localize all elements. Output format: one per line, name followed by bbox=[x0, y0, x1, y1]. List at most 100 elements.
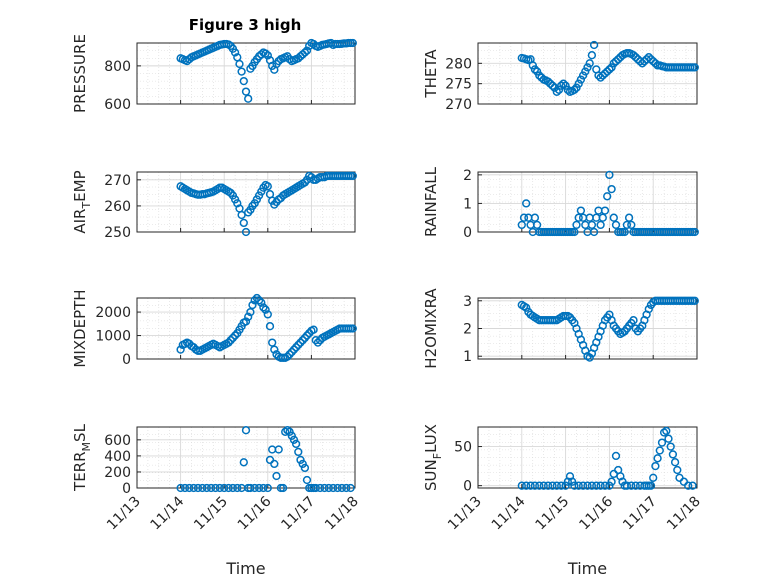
chart-terr-msl-point bbox=[228, 483, 238, 493]
chart-terr-msl-ytick-label: 600 bbox=[104, 433, 131, 449]
chart-theta-point bbox=[589, 40, 599, 50]
chart-theta-point bbox=[578, 71, 588, 80]
chart-theta-point bbox=[644, 53, 653, 62]
chart-theta-point bbox=[576, 75, 586, 84]
chart-terr-msl-point bbox=[246, 483, 255, 493]
chart-pressure-point bbox=[261, 49, 270, 58]
chart-pressure-axes-frame bbox=[136, 42, 356, 105]
chart-rainfall-point bbox=[605, 170, 614, 180]
chart-sun-flux-ylabel-rest: LUX bbox=[422, 424, 440, 453]
chart-sun-flux-point bbox=[568, 477, 577, 486]
chart-mixdepth-point bbox=[309, 325, 318, 334]
chart-sun-flux-ylabel-main: SUN bbox=[422, 459, 440, 491]
chart-rainfall-point bbox=[587, 220, 597, 230]
chart-terr-msl-point bbox=[176, 483, 185, 493]
chart-sun-flux-point bbox=[646, 481, 656, 490]
chart-pressure-point bbox=[239, 76, 248, 86]
chart-terr-msl-ytick-label: 200 bbox=[104, 465, 131, 481]
chart-rainfall-point bbox=[611, 220, 621, 230]
chart-rainfall-axes-frame bbox=[477, 171, 698, 233]
chart-theta-grid bbox=[477, 42, 698, 105]
chart-terr-msl-ytick-label: 0 bbox=[122, 481, 131, 497]
chart-air-temp-ylabel-sub: T bbox=[80, 202, 93, 210]
chart-h2omixra-point bbox=[522, 303, 531, 312]
chart-mixdepth-point bbox=[294, 340, 303, 350]
chart-terr-msl-point bbox=[224, 483, 233, 493]
chart-terr-msl-point bbox=[315, 483, 325, 493]
chart-air-temp-series bbox=[176, 171, 357, 237]
chart-theta-point bbox=[605, 65, 614, 74]
chart-sun-flux-point bbox=[670, 458, 680, 467]
chart-rainfall-point bbox=[609, 213, 618, 222]
chart-theta-point bbox=[574, 79, 583, 88]
chart-terr-msl-point bbox=[239, 458, 248, 467]
chart-terr-msl-point bbox=[211, 483, 220, 493]
chart-terr-msl-point bbox=[233, 483, 242, 493]
chart-pressure-point bbox=[230, 48, 240, 57]
chart-h2omixra-ytick-label: 2 bbox=[463, 322, 472, 338]
chart-terr-msl-point bbox=[250, 483, 259, 493]
chart-terr-msl-point bbox=[263, 483, 272, 493]
chart-mixdepth-ylabel: MIXDEPTH bbox=[71, 289, 89, 367]
chart-sun-flux-xtick-label: 11/14 bbox=[489, 493, 529, 533]
chart-rainfall-point bbox=[620, 227, 629, 237]
chart-theta-point bbox=[543, 77, 553, 86]
chart-sun-flux-point bbox=[548, 481, 557, 490]
chart-theta-series bbox=[517, 40, 699, 96]
chart-terr-msl-xtick-label: 11/18 bbox=[322, 494, 362, 534]
chart-theta-axes-frame bbox=[477, 42, 698, 105]
chart-rainfall-point bbox=[519, 213, 529, 222]
chart-theta-point bbox=[554, 85, 564, 94]
chart-terr-msl-point bbox=[311, 483, 320, 493]
chart-h2omixra-grid bbox=[477, 297, 698, 360]
chart-mixdepth-point bbox=[248, 300, 257, 310]
chart-theta-ylabel: THETA bbox=[422, 49, 440, 99]
chart-rainfall-point bbox=[603, 192, 612, 201]
chart-sun-flux-xtick-label: 11/16 bbox=[576, 493, 616, 533]
chart-mixdepth-point bbox=[259, 303, 268, 312]
chart-terr-msl-point bbox=[259, 483, 268, 493]
chart-terr-msl-xtick-label: 11/13 bbox=[104, 494, 144, 534]
chart-theta-point bbox=[583, 63, 592, 72]
chart-mixdepth-point bbox=[283, 352, 292, 361]
chart-theta-point bbox=[535, 71, 544, 80]
chart-terr-msl-point bbox=[298, 459, 307, 469]
chart-mixdepth-ylabel-main: MIXDEPTH bbox=[71, 289, 89, 367]
chart-sun-flux-point bbox=[662, 426, 671, 436]
chart-mixdepth-point bbox=[302, 331, 312, 340]
chart-rainfall-point bbox=[598, 213, 607, 222]
chart-mixdepth-point bbox=[313, 338, 323, 347]
chart-sun-flux-point bbox=[578, 481, 588, 490]
chart-air-temp-ytick-label: 250 bbox=[104, 225, 131, 241]
chart-sun-flux-xtick-label: 11/17 bbox=[620, 494, 660, 534]
chart-theta-panel: 270 275 280 THETA bbox=[422, 40, 699, 113]
chart-sun-flux-point bbox=[561, 481, 570, 490]
chart-sun-flux-xtick-label: 11/18 bbox=[664, 494, 704, 534]
chart-terr-msl-point bbox=[333, 483, 342, 493]
chart-mixdepth-ytick-label: 1000 bbox=[95, 329, 131, 345]
chart-terr-msl-point bbox=[302, 475, 312, 485]
chart-sun-flux-point bbox=[622, 481, 632, 490]
chart-terr-msl-point bbox=[220, 483, 229, 493]
chart-sun-flux-point bbox=[666, 442, 675, 451]
chart-mixdepth-point bbox=[289, 345, 299, 354]
chart-sun-flux-point bbox=[653, 454, 662, 463]
chart-mixdepth-point bbox=[254, 296, 264, 305]
chart-rainfall-point bbox=[576, 206, 586, 215]
chart-terr-msl-point bbox=[206, 483, 216, 493]
chart-rainfall-point bbox=[600, 206, 610, 215]
chart-mixdepth-point bbox=[244, 312, 253, 321]
chart-sun-flux-point bbox=[522, 481, 531, 490]
chart-sun-flux-xtick-label: 11/15 bbox=[533, 494, 573, 534]
chart-air-temp-ytick-label: 260 bbox=[104, 199, 131, 215]
chart-mixdepth-point bbox=[265, 322, 275, 331]
chart-sun-flux-point bbox=[574, 481, 583, 490]
chart-terr-msl-point bbox=[215, 483, 224, 493]
chart-mixdepth-point bbox=[287, 347, 296, 357]
chart-mixdepth-series bbox=[176, 293, 357, 362]
chart-h2omixra-ytick-label: 1 bbox=[463, 349, 472, 365]
chart-h2omixra-series bbox=[517, 296, 699, 362]
chart-theta-point bbox=[603, 67, 612, 76]
chart-mixdepth-point bbox=[257, 298, 266, 307]
chart-theta-point bbox=[629, 51, 638, 60]
